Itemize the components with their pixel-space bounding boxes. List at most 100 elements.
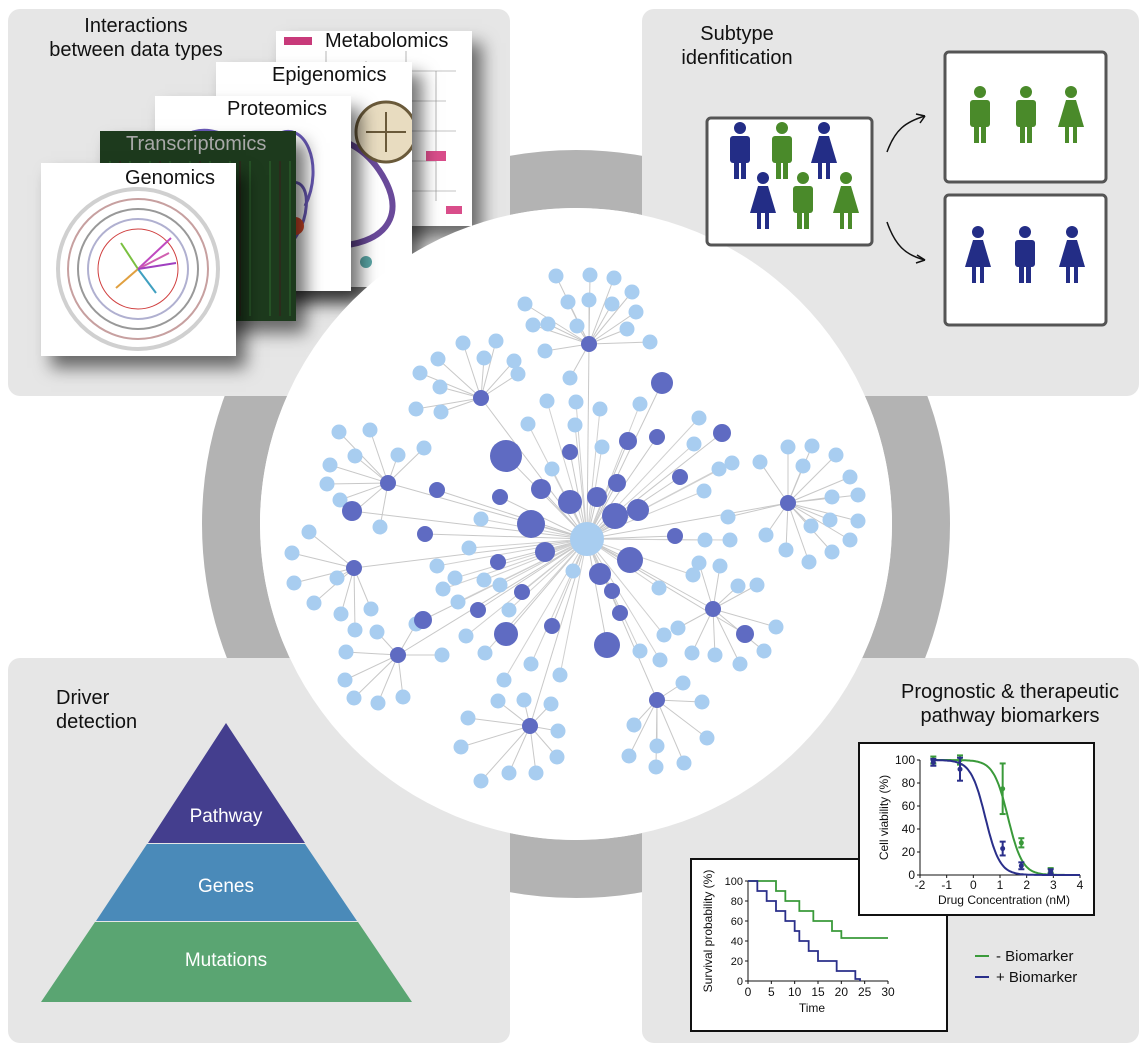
network-edge <box>387 447 425 484</box>
network-edge <box>454 538 588 579</box>
split-arrow-down <box>886 221 926 261</box>
network-leaf-node <box>363 601 379 617</box>
outer-ring <box>202 150 950 898</box>
network-edge <box>369 429 389 484</box>
network-leaf-node <box>548 268 564 284</box>
network-leaf-node <box>301 524 317 540</box>
network-leaf-node <box>850 487 866 503</box>
network-edge <box>586 538 714 610</box>
driver-title-line1: Driver <box>56 687 110 709</box>
network-leaf-node <box>648 759 664 775</box>
network-leaf-node <box>724 455 740 471</box>
network-leaf-node <box>686 436 702 452</box>
network-leaf-node <box>842 469 858 485</box>
network-edge <box>586 408 601 540</box>
network-leaf-node <box>801 554 817 570</box>
network-leaf-node <box>697 532 713 548</box>
network-hub-node <box>602 503 628 529</box>
network-leaf-node <box>488 333 504 349</box>
network-edge <box>586 382 663 540</box>
network-hub-node <box>612 605 628 621</box>
network-leaf-node <box>822 512 838 528</box>
network-leaf-node <box>490 693 506 709</box>
network-edge <box>712 608 777 628</box>
network-leaf-node <box>606 270 622 286</box>
network-leaf-node <box>632 396 648 412</box>
network-edge <box>588 291 633 345</box>
network-edge <box>787 502 851 541</box>
network-hub-node <box>544 618 560 634</box>
dose-x-tick-label: 0 <box>970 878 977 892</box>
dose-y-axis-label: Cell viability (%) <box>877 775 891 860</box>
network-edge <box>291 552 355 569</box>
network-edge <box>442 538 588 590</box>
network-leaf-node <box>329 570 345 586</box>
network-edge <box>555 275 590 345</box>
network-leaf-node <box>284 545 300 561</box>
network-leaf-node <box>447 570 463 586</box>
network-hub-node <box>490 440 522 472</box>
network-edge <box>586 343 590 540</box>
network-leaf-node <box>473 773 489 789</box>
network-edge <box>656 699 685 764</box>
network-edge <box>480 725 531 782</box>
network-edge <box>503 538 588 681</box>
network-leaf-node <box>332 492 348 508</box>
network-leaf-node <box>592 401 608 417</box>
person-male-icon <box>1016 86 1036 143</box>
survival-y-tick-label: 20 <box>731 956 743 968</box>
network-hub-node <box>380 475 396 491</box>
network-leaf-node <box>476 350 492 366</box>
network-leaf-node <box>540 316 556 332</box>
network-leaf-node <box>758 527 774 543</box>
network-leaf-node <box>828 447 844 463</box>
network-leaf-node <box>624 284 640 300</box>
network-leaf-node <box>337 672 353 688</box>
network-hub-node <box>667 528 683 544</box>
network-edge <box>353 654 399 699</box>
person-female-icon <box>1059 226 1085 283</box>
network-leaf-node <box>696 483 712 499</box>
dose-y-tick-label: 80 <box>902 776 916 790</box>
survival-y-tick-label: 60 <box>731 916 743 928</box>
legend-plus-label: + Biomarker <box>996 969 1077 986</box>
network-edge <box>480 360 515 399</box>
survival-y-tick-label: 80 <box>731 896 743 908</box>
interactions-title: Interactions between data types <box>46 14 226 62</box>
network-leaf-node <box>732 656 748 672</box>
network-leaf-node <box>824 489 840 505</box>
network-leaf-node <box>492 577 508 593</box>
dose-data-point <box>1000 786 1006 792</box>
network-hub-node <box>672 469 688 485</box>
person-female-icon <box>965 226 991 283</box>
person-male-icon <box>793 172 813 229</box>
network-leaf-node <box>780 439 796 455</box>
pyramid-level-pathway <box>148 723 305 843</box>
network-edge <box>460 725 531 748</box>
network-leaf-node <box>338 644 354 660</box>
network-leaf-node <box>722 532 738 548</box>
dose-x-tick-label: 2 <box>1023 878 1030 892</box>
network-hub-node <box>736 625 754 643</box>
network-hub-node <box>627 499 649 521</box>
network-leaf-node <box>346 690 362 706</box>
network-leaf-node <box>842 532 858 548</box>
survival-y-tick-label: 0 <box>737 976 743 988</box>
interactions-title-line2: between data types <box>49 39 223 61</box>
network-edge <box>588 341 651 345</box>
pyramid-level-genes <box>96 844 357 921</box>
network-leaf-node <box>550 723 566 739</box>
network-leaf-node <box>408 401 424 417</box>
network-edge <box>787 454 837 504</box>
network-hub-node <box>604 583 620 599</box>
network-leaf-node <box>568 394 584 410</box>
network-leaf-node <box>395 689 411 705</box>
network-edge <box>524 303 590 345</box>
network-leaf-node <box>416 440 432 456</box>
network-edge <box>712 584 758 610</box>
survival-x-tick-label: 25 <box>858 985 872 999</box>
dose-x-axis-label: Drug Concentration (nM) <box>938 893 1070 907</box>
dose-plot-box <box>858 742 1095 916</box>
label-proteomics: Proteomics <box>227 98 328 120</box>
